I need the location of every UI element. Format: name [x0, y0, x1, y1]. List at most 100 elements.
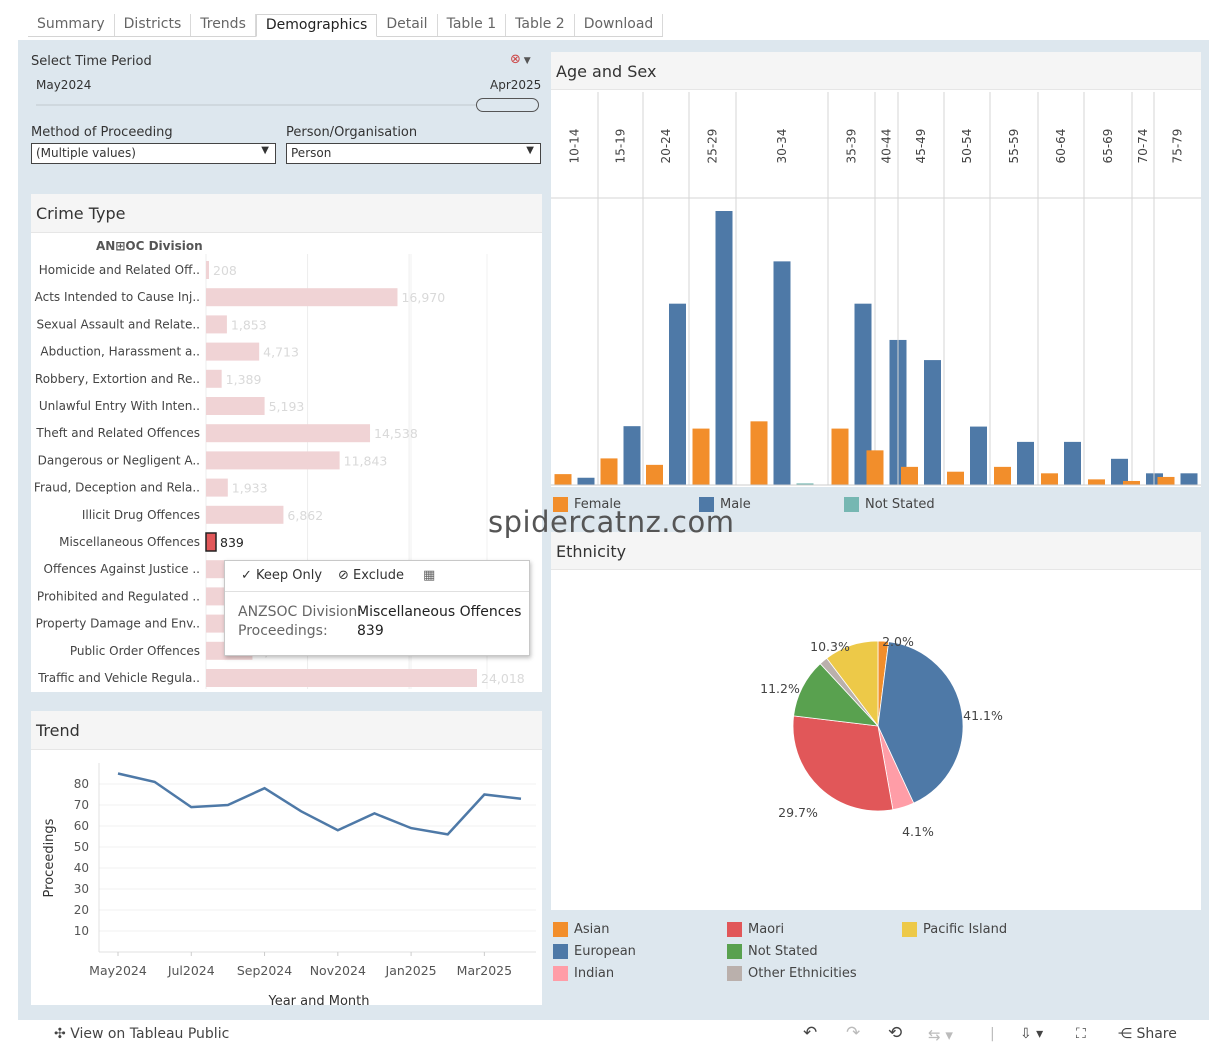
crime-row-label: Sexual Assault and Relate..	[37, 317, 201, 331]
time-start-value: May2024	[36, 78, 92, 92]
age-bar-female	[831, 428, 849, 485]
age-bar-male	[1064, 441, 1081, 485]
person-value: Person	[291, 146, 332, 160]
legend-label: Asian	[574, 922, 610, 937]
trend-x-tick: Jul2024	[167, 963, 215, 978]
swatch	[699, 497, 714, 512]
age-bar-male	[924, 360, 941, 485]
crime-value-label: 5,193	[269, 399, 305, 414]
tab-districts[interactable]: Districts	[115, 14, 192, 36]
tab-download[interactable]: Download	[575, 14, 664, 36]
time-slider-handle[interactable]	[476, 98, 539, 112]
ethnicity-title: Ethnicity	[551, 532, 1201, 570]
crime-value-label: 11,843	[344, 453, 388, 468]
dashboard-area: Select Time Period ⊗ ▼ May2024 Apr2025 M…	[18, 40, 1209, 1020]
pie-percent-label: 41.1%	[963, 708, 1003, 723]
time-slider-track[interactable]	[36, 104, 539, 106]
legend-not-stated[interactable]: Not Stated	[844, 497, 935, 512]
revert-icon[interactable]: ⟲	[888, 1023, 903, 1043]
exclude-icon: ⊘	[338, 568, 354, 583]
age-bar-female	[1088, 479, 1105, 485]
trend-y-axis-label: Proceedings	[42, 818, 57, 897]
trend-x-tick: May2024	[89, 963, 147, 978]
undo-icon[interactable]: ↶	[803, 1023, 818, 1043]
legend-not-stated-eth[interactable]: Not Stated	[727, 944, 818, 959]
crime-type-title: Crime Type	[31, 194, 542, 233]
crime-row-label: Dangerous or Negligent A..	[38, 453, 200, 467]
crime-row-label: Public Order Offences	[70, 644, 200, 658]
crime-value-label: 16,970	[401, 290, 445, 305]
trend-y-tick: 60	[74, 819, 89, 833]
legend-other-ethnicities[interactable]: Other Ethnicities	[727, 966, 857, 981]
legend-label: Maori	[748, 922, 785, 937]
swatch	[727, 944, 742, 959]
crime-row-label: Prohibited and Regulated ..	[37, 589, 200, 603]
tableau-icon: ✣	[54, 1026, 71, 1042]
tab-detail[interactable]: Detail	[377, 14, 438, 36]
age-category-label: 10-14	[568, 129, 582, 164]
redo-icon[interactable]: ↷	[846, 1023, 861, 1043]
legend-maori[interactable]: Maori	[727, 922, 784, 937]
trend-y-tick: 20	[74, 903, 89, 917]
swatch	[844, 497, 859, 512]
person-label: Person/Organisation	[286, 125, 418, 140]
share-label: Share	[1136, 1026, 1177, 1042]
crime-row-label: Unlawful Entry With Inten..	[39, 399, 200, 413]
tab-table-1[interactable]: Table 1	[438, 14, 507, 36]
tab-table-2[interactable]: Table 2	[506, 14, 575, 36]
tab-summary[interactable]: Summary	[28, 14, 115, 36]
legend-asian[interactable]: Asian	[553, 922, 609, 937]
crime-bar	[206, 505, 284, 524]
swatch	[727, 922, 742, 937]
legend-label: European	[574, 944, 636, 959]
legend-european[interactable]: European	[553, 944, 636, 959]
fullscreen-icon[interactable]: ⛶	[1076, 1026, 1086, 1042]
age-bar-female	[750, 421, 768, 485]
legend-indian[interactable]: Indian	[553, 966, 614, 981]
age-category-label: 25-29	[706, 129, 720, 164]
age-bar-female	[646, 464, 663, 485]
legend-female[interactable]: Female	[553, 497, 621, 512]
legend-male[interactable]: Male	[699, 497, 751, 512]
crime-row-label: Property Damage and Env..	[36, 617, 200, 631]
crime-axis-header: AN⊞OC Division	[96, 239, 203, 253]
age-category-label: 65-69	[1101, 129, 1115, 164]
crime-bar	[206, 478, 228, 497]
chevron-down-icon: ▼	[526, 145, 534, 156]
crime-row-label: Miscellaneous Offences	[59, 535, 200, 549]
person-dropdown[interactable]: Person ▼	[286, 143, 541, 164]
crime-bar	[206, 369, 222, 388]
clear-filter-icon[interactable]: ⊗ ▼	[510, 52, 531, 67]
crime-value-label: 208	[213, 263, 237, 278]
tooltip-row2-value: 839	[357, 623, 384, 639]
keep-only-button[interactable]: ✓ Keep Only	[241, 568, 322, 583]
crime-row-label: Illicit Drug Offences	[82, 508, 200, 522]
tab-trends[interactable]: Trends	[191, 14, 256, 36]
pie-percent-label: 29.7%	[778, 805, 818, 820]
crime-bar	[206, 261, 209, 279]
age-bar-male	[773, 261, 791, 485]
age-bar-female	[1123, 480, 1140, 485]
view-on-tableau-button[interactable]: ✣ View on Tableau Public	[54, 1026, 229, 1042]
crime-value-label: 14,538	[374, 426, 418, 441]
pie-percent-label: 10.3%	[810, 639, 850, 654]
pie-percent-label: 2.0%	[882, 634, 914, 649]
legend-label: Other Ethnicities	[748, 966, 857, 981]
age-bar-female	[692, 428, 710, 485]
refresh-icon[interactable]: ⇆ ▾	[928, 1026, 953, 1044]
exclude-button[interactable]: ⊘ Exclude	[338, 568, 404, 583]
ethnicity-panel: Ethnicity 2.0% 41.1% 4.1% 29.7% 11.2% 10.3%	[551, 532, 1201, 910]
method-dropdown[interactable]: (Multiple values) ▼	[31, 143, 276, 164]
view-data-icon[interactable]: ▦	[423, 568, 436, 583]
age-bar-male	[1180, 473, 1198, 485]
download-icon[interactable]: ⇩ ▾	[1020, 1026, 1044, 1042]
share-button[interactable]: ⋲ Share	[1118, 1026, 1177, 1042]
legend-label: Not Stated	[748, 944, 818, 959]
crime-bar	[206, 288, 398, 307]
age-bar-female	[554, 474, 572, 485]
trend-x-axis-label: Year and Month	[268, 994, 370, 1005]
crime-value-label: 839	[220, 535, 244, 550]
tab-demographics[interactable]: Demographics	[255, 14, 378, 37]
age-bar-not-stated	[796, 483, 814, 485]
legend-pacific-island[interactable]: Pacific Island	[902, 922, 1007, 937]
